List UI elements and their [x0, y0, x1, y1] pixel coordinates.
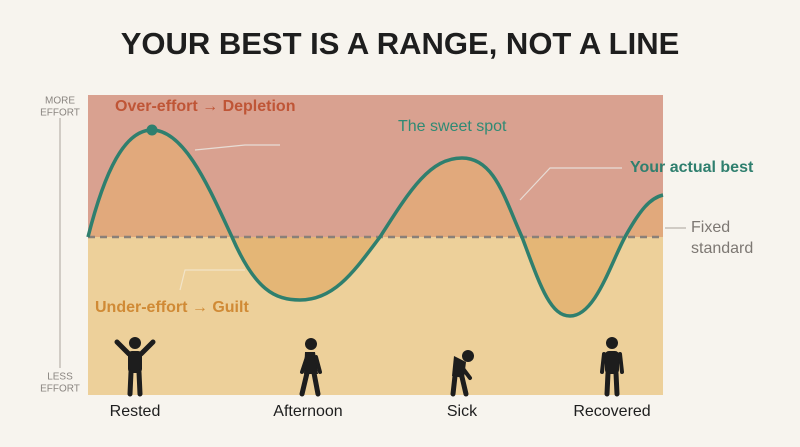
axis-bottom: LESS — [47, 372, 73, 383]
leader — [194, 144, 280, 151]
icon-rested — [114, 337, 156, 397]
axis-top: EFFORT — [40, 108, 80, 119]
under-area — [88, 237, 663, 316]
effort-curve — [86, 128, 664, 318]
icon-sick — [450, 350, 474, 397]
stage-label: Recovered — [573, 403, 650, 420]
standard-label: Fixed — [691, 219, 730, 236]
title: YOUR BEST IS A RANGE, NOT A LINE — [121, 26, 680, 61]
over-area — [88, 130, 663, 237]
standard-label: standard — [691, 240, 753, 257]
under-label: Under-effort → Guilt — [95, 299, 249, 316]
actual-label: Your actual best — [630, 159, 754, 176]
axis-top: MORE — [45, 96, 75, 107]
leader — [179, 269, 245, 291]
sweet-label: The sweet spot — [398, 118, 507, 135]
axis-bottom: EFFORT — [40, 384, 80, 395]
stage-label: Afternoon — [273, 403, 342, 420]
stage-label: Sick — [447, 403, 478, 420]
stage-label: Rested — [110, 403, 161, 420]
peak-dot — [146, 124, 158, 136]
over-label: Over-effort → Depletion — [115, 98, 295, 115]
leader — [519, 167, 622, 201]
icon-recovered — [600, 337, 624, 397]
icon-afternoon — [299, 338, 322, 397]
